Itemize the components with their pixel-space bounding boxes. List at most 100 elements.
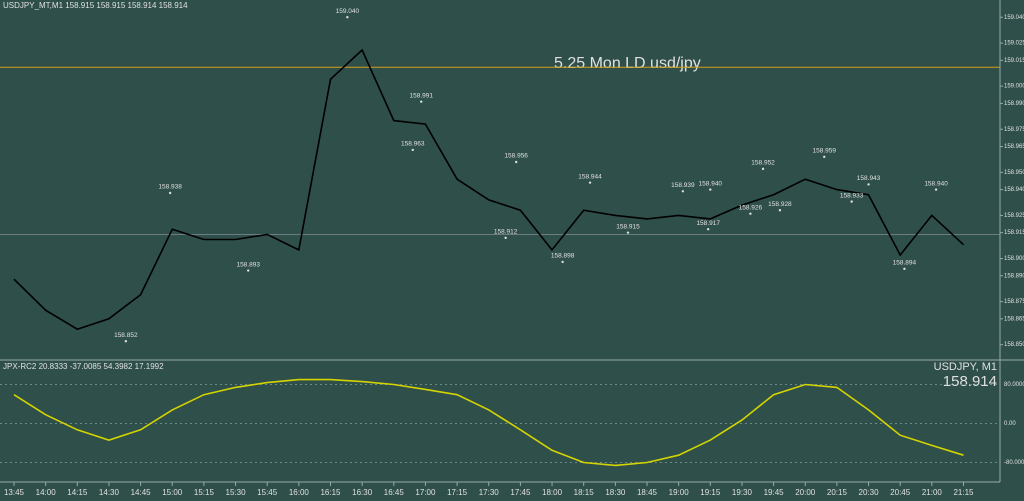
price-marker (588, 181, 592, 184)
x-tick-label: 14:15 (67, 488, 88, 497)
x-tick-label: 20:00 (795, 488, 816, 497)
x-tick-label: 20:45 (890, 488, 911, 497)
annotation: 5.25 Mon LD usd/jpy (554, 55, 701, 72)
x-tick-label: 16:00 (289, 488, 310, 497)
x-tick-label: 15:00 (162, 488, 183, 497)
x-tick-label: 17:45 (510, 488, 531, 497)
y-tick-label: 158.940 (1004, 187, 1024, 193)
price-label: 158.943 (857, 175, 881, 182)
x-tick-label: 16:15 (320, 488, 341, 497)
price-label: 158.956 (504, 153, 528, 160)
price-marker (346, 16, 349, 19)
x-tick-label: 14:45 (131, 488, 152, 497)
price-marker (168, 191, 172, 195)
price-label: 158.991 (409, 92, 433, 99)
x-tick-label: 14:00 (36, 488, 57, 497)
price-marker (626, 231, 630, 234)
price-marker (823, 155, 826, 159)
x-tick-label: 18:30 (605, 488, 626, 497)
x-tick-label: 18:15 (574, 488, 595, 497)
y-tick-label: 158.990 (1004, 101, 1024, 107)
y-tick-label: 159.025 (1004, 41, 1024, 47)
x-tick-label: 18:00 (542, 488, 563, 497)
price-line (13, 378, 964, 467)
price-label: 158.926 (739, 204, 763, 211)
price-label: 158.933 (840, 192, 864, 199)
price-label: 158.963 (401, 141, 425, 148)
x-tick-label: 20:30 (859, 488, 880, 497)
y-tick-label: 158.900 (1004, 256, 1024, 262)
price-label: 158.893 (236, 261, 260, 268)
price-marker (247, 269, 250, 272)
chart-title: USDJPY_MT,M1 158.915 158.915 158.914 158… (3, 1, 188, 10)
price-marker (681, 190, 685, 193)
price-marker (706, 227, 710, 231)
price-label: 158.928 (768, 201, 792, 208)
x-tick-label: 21:15 (953, 488, 974, 497)
y-tick-label: 158.850 (1004, 342, 1024, 348)
x-tick-label: 17:15 (447, 488, 468, 497)
oscillator-title: JPX-RC2 20.8333 -37.0085 54.3982 17.1992 (3, 362, 164, 371)
x-tick-label: 17:30 (479, 488, 500, 497)
y-tick-label: 159.000 (1004, 84, 1024, 90)
price-label: 158.917 (696, 220, 720, 227)
x-tick-label: 18:45 (637, 488, 658, 497)
y-tick-label: 0.00 (1004, 421, 1016, 427)
y-tick-label: 159.040 (1004, 15, 1024, 21)
current-price: 158.914 (943, 373, 997, 390)
price-marker (420, 100, 423, 103)
price-marker (867, 183, 870, 186)
y-tick-label: 158.915 (1004, 230, 1024, 236)
x-tick-label: 17:00 (415, 488, 436, 497)
price-label: 158.898 (551, 253, 575, 260)
price-label: 158.912 (494, 229, 518, 236)
x-tick-label: 19:15 (700, 488, 721, 497)
x-tick-label: 14:30 (99, 488, 120, 497)
x-tick-label: 19:00 (669, 488, 690, 497)
price-marker (514, 160, 518, 164)
y-tick-label: 159.015 (1004, 58, 1024, 64)
y-tick-label: 158.965 (1004, 144, 1024, 150)
price-label: 158.944 (578, 173, 602, 180)
price-label: 158.852 (114, 332, 138, 339)
x-tick-label: 15:15 (194, 488, 215, 497)
price-label: 158.894 (893, 260, 917, 267)
x-tick-label: 20:15 (827, 488, 848, 497)
price-marker (709, 188, 712, 191)
price-marker (778, 209, 782, 212)
x-tick-label: 19:30 (732, 488, 753, 497)
price-label: 158.938 (158, 184, 182, 191)
y-tick-label: 158.890 (1004, 273, 1024, 279)
y-tick-label: 158.875 (1004, 299, 1024, 305)
x-tick-label: 15:45 (257, 488, 278, 497)
price-marker (411, 148, 414, 152)
price-marker (504, 236, 507, 240)
price-marker (934, 188, 938, 191)
price-label: 158.959 (812, 148, 836, 155)
x-tick-label: 21:00 (922, 488, 943, 497)
price-label: 159.040 (336, 8, 360, 15)
price-label: 158.940 (699, 180, 723, 187)
x-tick-label: 13:45 (4, 488, 25, 497)
y-tick-label: -80.0000 (1004, 460, 1024, 466)
x-tick-label: 19:45 (764, 488, 785, 497)
price-label: 158.952 (751, 160, 775, 167)
price-marker (124, 340, 128, 343)
price-marker (749, 212, 752, 215)
y-tick-label: 158.865 (1004, 316, 1024, 322)
price-marker (850, 200, 853, 203)
price-marker (903, 267, 906, 271)
x-tick-label: 16:30 (352, 488, 373, 497)
y-tick-label: 158.950 (1004, 170, 1024, 176)
price-label: 158.939 (671, 182, 695, 189)
y-tick-label: 80.0000 (1004, 382, 1024, 388)
price-marker (761, 167, 765, 171)
x-tick-label: 15:30 (226, 488, 247, 497)
price-label: 158.915 (616, 223, 640, 230)
x-tick-label: 16:45 (384, 488, 405, 497)
y-tick-label: 158.925 (1004, 213, 1024, 219)
y-tick-label: 158.975 (1004, 127, 1024, 133)
price-line (13, 48, 965, 331)
